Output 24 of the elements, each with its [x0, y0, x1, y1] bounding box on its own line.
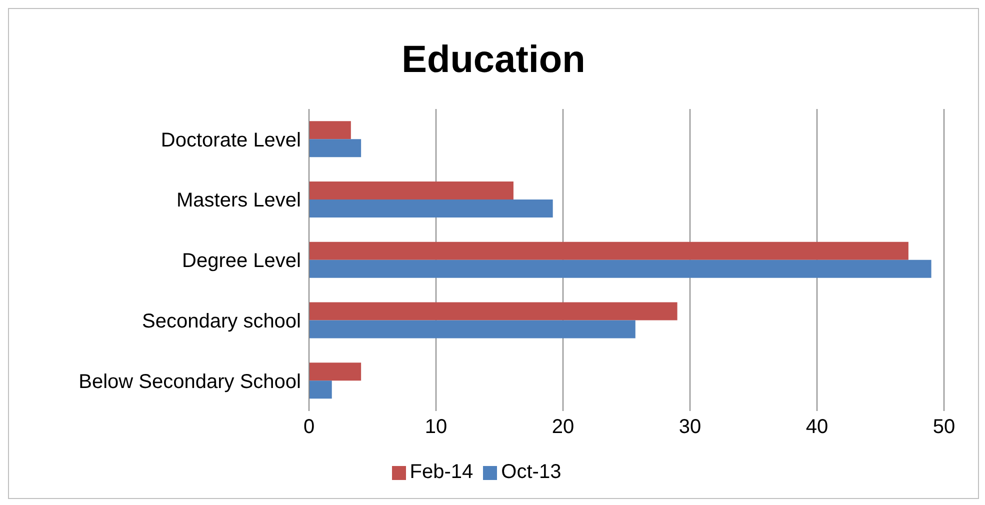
bar	[309, 139, 362, 158]
bar	[309, 362, 362, 381]
x-tick-label: 0	[303, 416, 315, 438]
x-tick-label: 50	[932, 416, 956, 438]
legend-label: Oct-13	[501, 461, 562, 483]
x-tick-label: 10	[424, 416, 448, 438]
chart-title: Education	[400, 38, 586, 83]
x-tick-label: 20	[552, 416, 574, 438]
bar	[309, 260, 932, 278]
bar	[309, 242, 908, 260]
y-tick-label: Degree Level	[182, 250, 301, 272]
bar	[309, 121, 351, 140]
bar	[309, 199, 553, 218]
y-tick-label: Doctorate Level	[160, 129, 301, 152]
y-tick-label: Secondary school	[142, 310, 301, 332]
y-tick-label: Masters Level	[176, 190, 301, 212]
x-tick-label: 30	[678, 416, 702, 438]
y-tick-label: Below Secondary School	[78, 370, 301, 393]
bar	[309, 302, 678, 320]
x-tick-label: 40	[806, 416, 828, 438]
bar	[309, 320, 636, 338]
bar	[309, 181, 514, 200]
legend-label: Feb-14	[410, 461, 474, 483]
bar	[309, 380, 332, 399]
